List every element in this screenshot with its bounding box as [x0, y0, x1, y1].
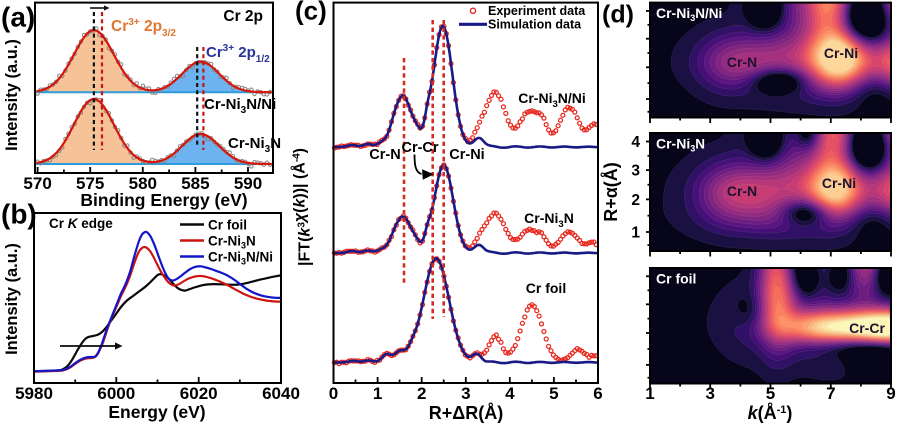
svg-text:Cr foil: Cr foil [526, 280, 566, 296]
svg-text:1: 1 [373, 384, 382, 403]
svg-text:Intensity (a.u.): Intensity (a.u.) [3, 39, 21, 151]
svg-text:3: 3 [705, 384, 714, 403]
svg-text:2: 2 [631, 192, 640, 209]
svg-text:Cr-Cr: Cr-Cr [401, 140, 438, 156]
svg-text:Simulation data: Simulation data [488, 18, 582, 32]
svg-text:4: 4 [631, 134, 640, 151]
svg-text:Cr 2p: Cr 2p [223, 8, 263, 25]
svg-text:5: 5 [549, 384, 558, 403]
svg-text:Binding Energy (eV): Binding Energy (eV) [80, 190, 247, 210]
svg-text:Cr3+ 2p1/2: Cr3+ 2p1/2 [206, 43, 270, 65]
svg-text:3: 3 [631, 163, 640, 180]
svg-text:Cr-Ni3N: Cr-Ni3N [656, 136, 705, 154]
svg-text:Cr-Ni3N/Ni: Cr-Ni3N/Ni [208, 250, 273, 267]
svg-text:R+α(Å): R+α(Å) [601, 162, 621, 222]
svg-text:1: 1 [631, 225, 640, 242]
svg-text:0: 0 [329, 384, 338, 403]
svg-text:(c): (c) [295, 0, 327, 26]
svg-text:Cr foil: Cr foil [656, 271, 696, 287]
svg-text:Cr-Ni: Cr-Ni [824, 45, 858, 61]
svg-text:6: 6 [593, 384, 602, 403]
svg-text:6000: 6000 [97, 384, 135, 403]
svg-text:7: 7 [826, 384, 835, 403]
svg-text:Cr-Ni3N/Ni: Cr-Ni3N/Ni [204, 96, 276, 116]
svg-text:Cr3+ 2p3/2: Cr3+ 2p3/2 [111, 17, 176, 39]
svg-text:Energy (eV): Energy (eV) [108, 402, 205, 422]
svg-text:1: 1 [645, 384, 654, 403]
svg-text:6020: 6020 [180, 384, 218, 403]
svg-text:9: 9 [886, 384, 895, 403]
svg-text:3: 3 [461, 384, 470, 403]
svg-text:Intensity (a.u.): Intensity (a.u.) [3, 243, 21, 355]
svg-text:Cr-N: Cr-N [727, 183, 757, 199]
svg-text:k(Å-1): k(Å-1) [748, 403, 793, 423]
svg-text:Cr-Cr: Cr-Cr [849, 320, 885, 336]
svg-text:Cr-N: Cr-N [369, 147, 400, 163]
svg-text:2: 2 [417, 384, 426, 403]
svg-text:585: 585 [181, 174, 209, 193]
svg-text:590: 590 [234, 174, 262, 193]
svg-text:Cr-Ni: Cr-Ni [822, 175, 856, 191]
svg-text:R+ΔR(Å): R+ΔR(Å) [429, 403, 503, 423]
svg-text:Cr-Ni3N/Ni: Cr-Ni3N/Ni [656, 5, 722, 23]
svg-text:Experiment data: Experiment data [488, 4, 586, 18]
svg-text:Cr K edge: Cr K edge [49, 216, 113, 231]
svg-text:6040: 6040 [262, 384, 300, 403]
svg-text:(a): (a) [1, 2, 35, 33]
svg-text:Cr-Ni3N: Cr-Ni3N [208, 234, 256, 251]
svg-text:575: 575 [76, 174, 104, 193]
svg-text:Cr-Ni3N/Ni: Cr-Ni3N/Ni [518, 90, 586, 110]
svg-text:4: 4 [505, 384, 515, 403]
svg-text:580: 580 [129, 174, 157, 193]
svg-text:(b): (b) [1, 199, 37, 230]
svg-text:5980: 5980 [15, 384, 53, 403]
svg-text:(d): (d) [602, 1, 634, 29]
svg-text:5: 5 [766, 384, 775, 403]
svg-text:Cr foil: Cr foil [208, 218, 247, 233]
svg-text:570: 570 [23, 174, 51, 193]
svg-text:Cr-N: Cr-N [727, 54, 757, 70]
svg-text:Cr-Ni: Cr-Ni [449, 147, 484, 163]
